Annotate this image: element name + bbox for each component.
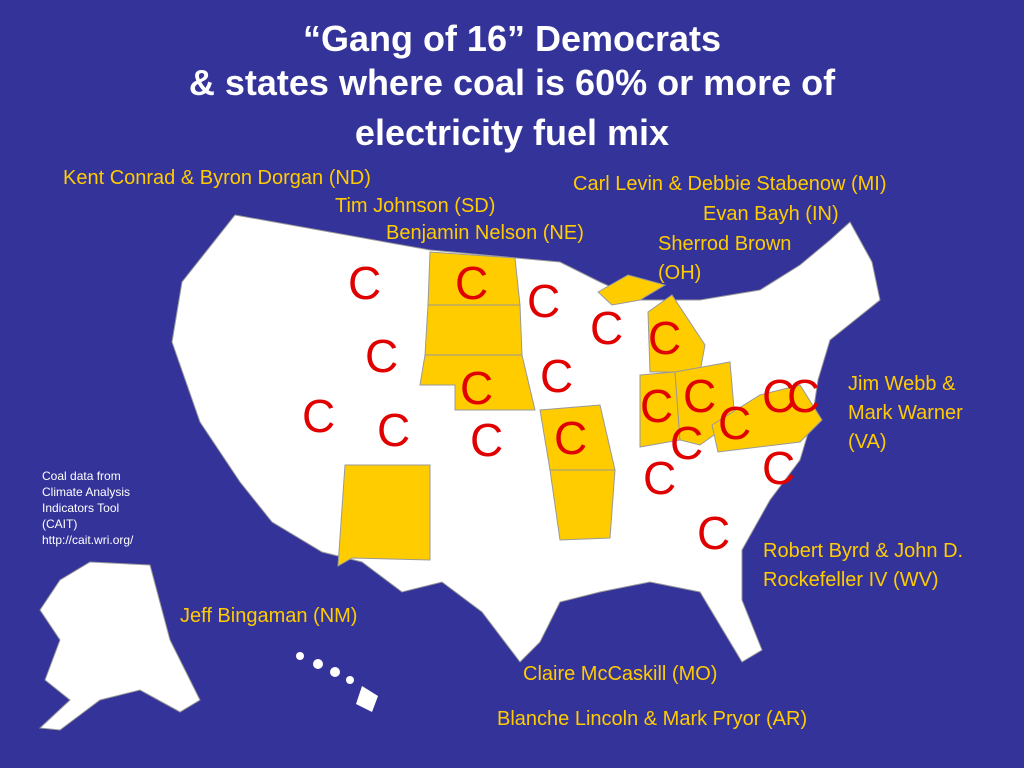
state-mi-upper xyxy=(597,274,667,306)
source-note: (CAIT) xyxy=(42,517,78,531)
coal-marker: C xyxy=(762,442,796,494)
source-note: Indicators Tool xyxy=(42,501,120,515)
coal-marker: C xyxy=(697,507,731,559)
coal-marker: C xyxy=(590,302,624,354)
state-nm xyxy=(337,464,431,567)
coal-marker: C xyxy=(643,452,677,504)
senator-label: Claire McCaskill (MO) xyxy=(523,663,718,685)
coal-marker: C xyxy=(683,370,717,422)
hawaii xyxy=(296,652,378,712)
coal-marker: C xyxy=(365,330,399,382)
senator-label: Carl Levin & Debbie Stabenow (MI) xyxy=(573,173,887,195)
coal-marker: C xyxy=(460,362,494,414)
alaska xyxy=(38,561,201,731)
coal-marker: C xyxy=(554,412,588,464)
coal-marker: C xyxy=(640,380,674,432)
senator-label: Sherrod Brown xyxy=(658,233,792,255)
coal-marker: C xyxy=(348,257,382,309)
state-sd xyxy=(424,304,523,356)
coal-marker: C xyxy=(302,390,336,442)
island xyxy=(330,667,340,677)
state-ne xyxy=(419,354,536,411)
island xyxy=(296,652,304,660)
title-line: & states where coal is 60% or more of xyxy=(188,62,836,103)
title-line: electricity fuel mix xyxy=(354,112,670,153)
state-wv-va xyxy=(711,384,823,453)
island xyxy=(313,659,323,669)
coal-states xyxy=(337,251,823,567)
senator-label: Blanche Lincoln & Mark Pryor (AR) xyxy=(497,708,808,730)
coal-marker: C xyxy=(527,275,561,327)
coal-marker: C xyxy=(648,312,682,364)
state-ar xyxy=(549,469,616,541)
source-note: Coal data from xyxy=(42,469,121,483)
coal-marker: C xyxy=(470,414,504,466)
title-line: “Gang of 16” Democrats xyxy=(302,18,722,59)
coal-marker: C xyxy=(540,350,574,402)
island xyxy=(346,676,354,684)
senator-label: Evan Bayh (IN) xyxy=(703,203,839,225)
senator-label: Benjamin Nelson (NE) xyxy=(386,222,584,244)
senator-label: Kent Conrad & Byron Dorgan (ND) xyxy=(63,167,371,189)
state-mi xyxy=(647,294,706,373)
senator-label: Jeff Bingaman (NM) xyxy=(180,605,358,627)
coal-marker: C xyxy=(455,257,489,309)
senator-label: Robert Byrd & John D. xyxy=(763,540,964,562)
senator-label: Tim Johnson (SD) xyxy=(335,195,496,217)
senator-label: (OH) xyxy=(658,262,702,284)
senator-label: Rockefeller IV (WV) xyxy=(763,569,939,591)
coal-marker: C xyxy=(670,417,704,469)
source-note: http://cait.wri.org/ xyxy=(42,533,134,547)
coal-marker: C xyxy=(762,370,796,422)
coal-marker: C xyxy=(787,370,821,422)
senator-label: Mark Warner xyxy=(848,402,963,424)
island xyxy=(356,686,378,712)
coal-marker: C xyxy=(718,397,752,449)
source-note: Climate Analysis xyxy=(42,485,131,499)
senator-label: Jim Webb & xyxy=(848,373,956,395)
senator-label: (VA) xyxy=(848,431,887,453)
coal-marker: C xyxy=(377,404,411,456)
